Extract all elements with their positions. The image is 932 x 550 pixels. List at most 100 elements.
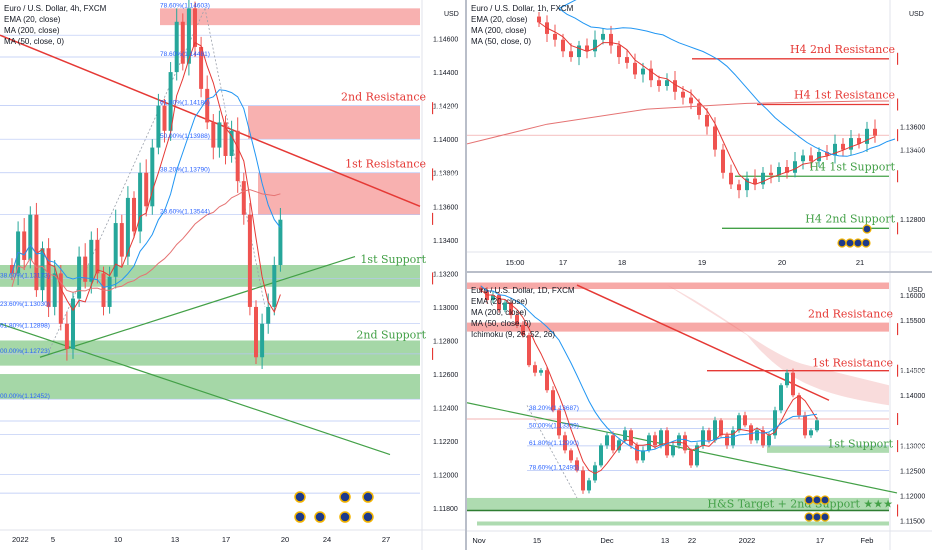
h4-event-flag-icon[interactable] (362, 511, 374, 523)
h1-candle (777, 167, 781, 176)
d1-label-sup2: H&S Target + 2nd Support ★★★ (707, 497, 893, 510)
h4-candle (266, 306, 271, 324)
d1-candle (749, 425, 753, 441)
h1-candle (537, 16, 541, 23)
#e53935: h4-tag-res2 (435, 104, 465, 113)
h4-candle (125, 197, 130, 257)
h4-candle (52, 273, 57, 307)
d1-event-flag-icon[interactable] (804, 495, 814, 505)
#ef5350-bg (897, 129, 899, 142)
h1-candle (769, 172, 773, 176)
h4-candle (40, 248, 45, 291)
d1-x-tick: 15 (533, 536, 541, 545)
d1-chart-panel[interactable]: 38.20%(1.13687) 50.00%(1.13339) 61.80%(1.1… (467, 273, 932, 550)
h1-chart[interactable]: H4 2nd Resistance H4 1st Resistance H4 1st… (467, 0, 932, 271)
#e53935: h1-tag-res2 (900, 55, 932, 64)
h4-candle (272, 265, 277, 307)
d1-candle (815, 420, 819, 431)
h1-event-flag-icon[interactable] (853, 238, 863, 248)
d1-candle (503, 302, 507, 311)
d1-candle (743, 415, 747, 426)
h4-candle (138, 172, 143, 232)
#ef5350: d1-tag-last (900, 415, 932, 424)
d1-event-flag-icon[interactable] (820, 512, 830, 522)
h4-candle (46, 248, 51, 307)
d1-event-flag-icon[interactable] (812, 512, 822, 522)
d1-event-flag-icon[interactable] (820, 495, 830, 505)
h4-2nd-resistance-zone (248, 105, 420, 140)
d1-candle (575, 460, 579, 471)
d1-top-resistance-zone (467, 282, 889, 290)
h4-chart[interactable]: 23.60%(1.13030) 38.60%(1.13173) 61.80%(1.1… (0, 0, 465, 550)
d1-indicator-ema: EMA (20, close) (471, 297, 528, 306)
d1-green-trendline (467, 402, 898, 494)
h4-event-flag-icon[interactable] (339, 511, 351, 523)
h1-event-flag-icon[interactable] (837, 238, 847, 248)
h1-event-flag-icon[interactable] (861, 238, 871, 248)
h4-red-trendline (0, 34, 421, 207)
d1-chart[interactable]: 38.20%(1.13687) 50.00%(1.13339) 61.80%(1.1… (467, 273, 932, 550)
h1-indicator-ma200: MA (200, close) (471, 26, 527, 35)
h4-event-flag-icon[interactable] (294, 491, 306, 503)
h4-y-tick: 1.12600 (433, 372, 458, 379)
d1-label-sup1: 1st Support (827, 437, 893, 450)
d1-1st-support-zone (767, 445, 889, 453)
d1-event-flag-icon[interactable] (804, 512, 814, 522)
h4-candle (205, 88, 210, 123)
h1-candle (713, 126, 717, 150)
vertical-divider[interactable] (465, 0, 467, 550)
d1-candle (623, 430, 627, 441)
h4-x-tick: 13 (171, 535, 179, 544)
#ef5350: d1-tag-countdown (900, 426, 932, 435)
h1-candle (633, 62, 637, 75)
h4-ma50-line (11, 89, 281, 288)
#e53935: d1-tag-res1 (900, 367, 932, 376)
d1-candle (533, 365, 537, 373)
h4-candle (156, 105, 161, 148)
h4-event-flag-icon[interactable] (294, 511, 306, 523)
h4-candle (144, 172, 149, 207)
h1-event-flag-icon[interactable] (862, 224, 872, 234)
d1-ma50-line (480, 285, 818, 452)
d1-y-tick: 1.11500 (900, 518, 925, 525)
h4-y-tick: 1.13600 (433, 204, 458, 211)
h4-candle (174, 21, 179, 73)
h4-event-flag-icon[interactable] (362, 491, 374, 503)
h1-candle (593, 39, 597, 52)
h4-y-tick: 1.13800 (433, 171, 458, 178)
h4-candle (211, 122, 216, 148)
h1-x-tick: 21 (856, 258, 864, 267)
d1-candle (773, 410, 777, 436)
h4-candle (58, 273, 63, 324)
h1-candle (641, 68, 645, 75)
d1-candle (725, 435, 729, 446)
h4-candle (71, 298, 75, 349)
h1-y-tick: 1.13400 (900, 148, 925, 155)
d1-y-tick: 1.14000 (900, 393, 925, 400)
h4-x-tick: 10 (114, 535, 122, 544)
h4-candle (162, 105, 167, 131)
d1-y-tick: 1.12500 (900, 468, 925, 475)
#43a047-bg (897, 222, 899, 235)
d1-2nd-support-zone (467, 497, 889, 511)
h1-candle (665, 80, 669, 86)
h4-event-flag-icon[interactable] (314, 511, 326, 523)
d1-candle (797, 395, 801, 416)
h4-candle (28, 214, 33, 260)
h4-candle (22, 231, 27, 260)
d1-candle (761, 430, 765, 446)
d1-candle (785, 372, 789, 386)
d1-2nd-resistance-zone (467, 322, 889, 332)
h1-candle (705, 114, 709, 127)
h4-y-tick: 1.12400 (433, 406, 458, 413)
d1-candle (587, 480, 591, 491)
d1-bottom-support-zone (477, 521, 889, 526)
d1-event-flag-icon[interactable] (812, 495, 822, 505)
h4-event-flag-icon[interactable] (339, 491, 351, 503)
horizontal-divider[interactable] (467, 271, 932, 273)
h4-chart-panel[interactable]: 23.60%(1.13030) 38.60%(1.13173) 61.80%(1.1… (0, 0, 465, 550)
h1-chart-panel[interactable]: H4 2nd Resistance H4 1st Resistance H4 1st… (467, 0, 932, 271)
h4-candle (180, 21, 185, 64)
h1-event-flag-icon[interactable] (845, 238, 855, 248)
d1-candle (545, 370, 549, 391)
